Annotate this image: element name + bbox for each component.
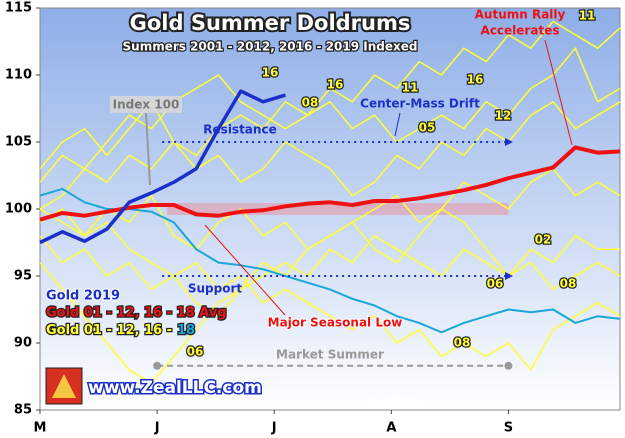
y-tick-label: 85 bbox=[14, 403, 32, 418]
annotation: Center-Mass Drift bbox=[360, 97, 480, 111]
arrow bbox=[145, 112, 151, 186]
date: 7.3.2019 bbox=[370, 397, 419, 408]
logo bbox=[52, 374, 76, 398]
year-label: 16 bbox=[467, 73, 484, 87]
y-tick-label: 110 bbox=[5, 68, 32, 83]
series-line bbox=[39, 235, 620, 317]
series-line bbox=[39, 20, 621, 210]
series-line bbox=[39, 89, 286, 245]
year-label: 16 bbox=[327, 78, 344, 92]
x-tick-label: J bbox=[154, 421, 160, 436]
arrow bbox=[204, 224, 286, 316]
year-label: 16 bbox=[262, 66, 279, 80]
y-tick-label: 90 bbox=[14, 336, 32, 351]
series-line bbox=[39, 101, 621, 197]
year-label: 02 bbox=[535, 233, 552, 247]
y-tick-label: 105 bbox=[5, 135, 32, 150]
legend-entry: Gold 2019 bbox=[46, 289, 120, 304]
year-label: 11 bbox=[402, 81, 419, 95]
chart-subtitle: Summers 2001 - 2012, 2016 - 2019 Indexed bbox=[123, 40, 418, 54]
year-label: 11 bbox=[579, 9, 596, 23]
y-tick-label: 95 bbox=[14, 269, 32, 284]
year-label: 06 bbox=[487, 277, 504, 291]
x-tick-label: J bbox=[271, 421, 277, 436]
chart-title: Gold Summer Doldrums bbox=[130, 11, 411, 35]
legend-entry: 18 bbox=[177, 323, 195, 338]
series-line bbox=[39, 145, 621, 222]
reference-label: Support bbox=[188, 282, 243, 296]
year-label: 08 bbox=[302, 96, 319, 110]
endpoint bbox=[504, 361, 513, 370]
year-label: 08 bbox=[560, 277, 577, 291]
arrow-head bbox=[505, 138, 513, 146]
annotation: Accelerates bbox=[481, 24, 560, 38]
arrow bbox=[544, 39, 573, 146]
annotation: Autumn Rally bbox=[475, 8, 566, 22]
legend-entry: Gold 01 - 12, 16 - 18 Avg bbox=[46, 306, 227, 321]
series-line bbox=[39, 168, 621, 250]
series-line bbox=[39, 208, 621, 371]
y-tick-label: 100 bbox=[5, 202, 32, 217]
annotation-box bbox=[110, 96, 182, 113]
x-tick-label: A bbox=[386, 421, 396, 436]
y-tick-label: 115 bbox=[5, 1, 32, 16]
x-tick-label: S bbox=[504, 421, 513, 436]
endpoint bbox=[153, 361, 162, 370]
year-label: 12 bbox=[495, 109, 512, 123]
arrow-head bbox=[505, 272, 513, 280]
legend-entry: Gold 01 - 12, 16 - 18 bbox=[46, 323, 195, 338]
year-label: 06 bbox=[187, 345, 204, 359]
year-label: 08 bbox=[454, 336, 471, 350]
x-tick-label: M bbox=[34, 421, 47, 436]
website: www.ZealLLC.com bbox=[88, 378, 262, 398]
arrow bbox=[394, 112, 401, 137]
year-label: 05 bbox=[419, 121, 436, 135]
reference-label: Market Summer bbox=[276, 347, 384, 361]
series-line bbox=[39, 187, 621, 334]
reference-label: Resistance bbox=[203, 123, 276, 137]
annotation: Major Seasonal Low bbox=[268, 316, 403, 330]
annotation: Index 100 bbox=[113, 98, 180, 112]
legend-entry: Gold 01 - 12, 16 - bbox=[46, 323, 172, 338]
